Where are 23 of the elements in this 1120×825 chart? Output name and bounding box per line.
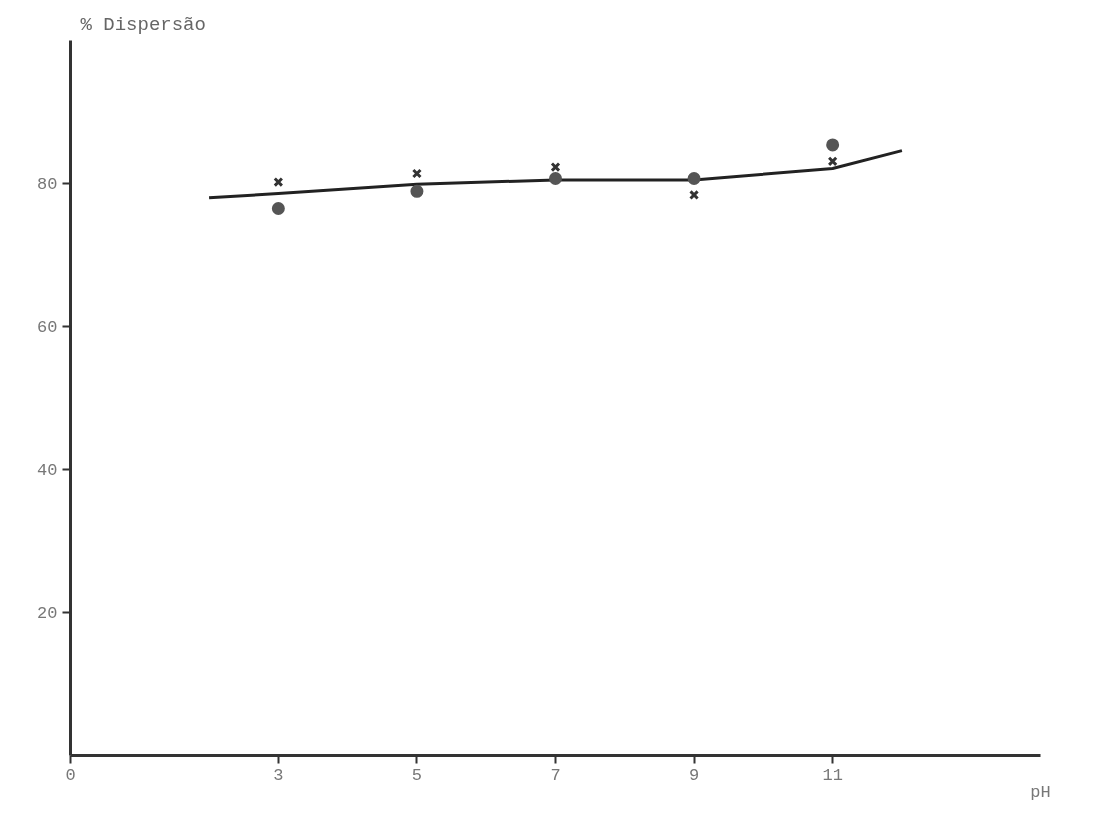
point [549, 172, 562, 185]
x-tick-label: 5 [411, 765, 423, 785]
point [410, 184, 424, 198]
x-axis-title: pH [1030, 782, 1051, 802]
point [826, 138, 840, 152]
point [687, 172, 701, 185]
y-axis-title: % Dispersão [80, 13, 206, 36]
x-tick-label: 9 [688, 765, 700, 785]
point [827, 156, 838, 167]
point [689, 189, 700, 200]
y-tick-label: 80 [37, 175, 58, 194]
point [273, 177, 284, 188]
x-tick-label: 0 [65, 765, 76, 785]
x-tick-label: 3 [273, 765, 284, 785]
y-tick-label: 20 [37, 604, 58, 623]
line-series [207, 149, 904, 200]
x-tick-label: 11 [822, 765, 843, 785]
y-tick-label: 60 [37, 318, 58, 337]
x-tick-label: 7 [550, 765, 561, 785]
y-tick-label: 40 [37, 461, 58, 480]
point [411, 168, 422, 179]
point [271, 202, 285, 216]
point [550, 162, 561, 173]
